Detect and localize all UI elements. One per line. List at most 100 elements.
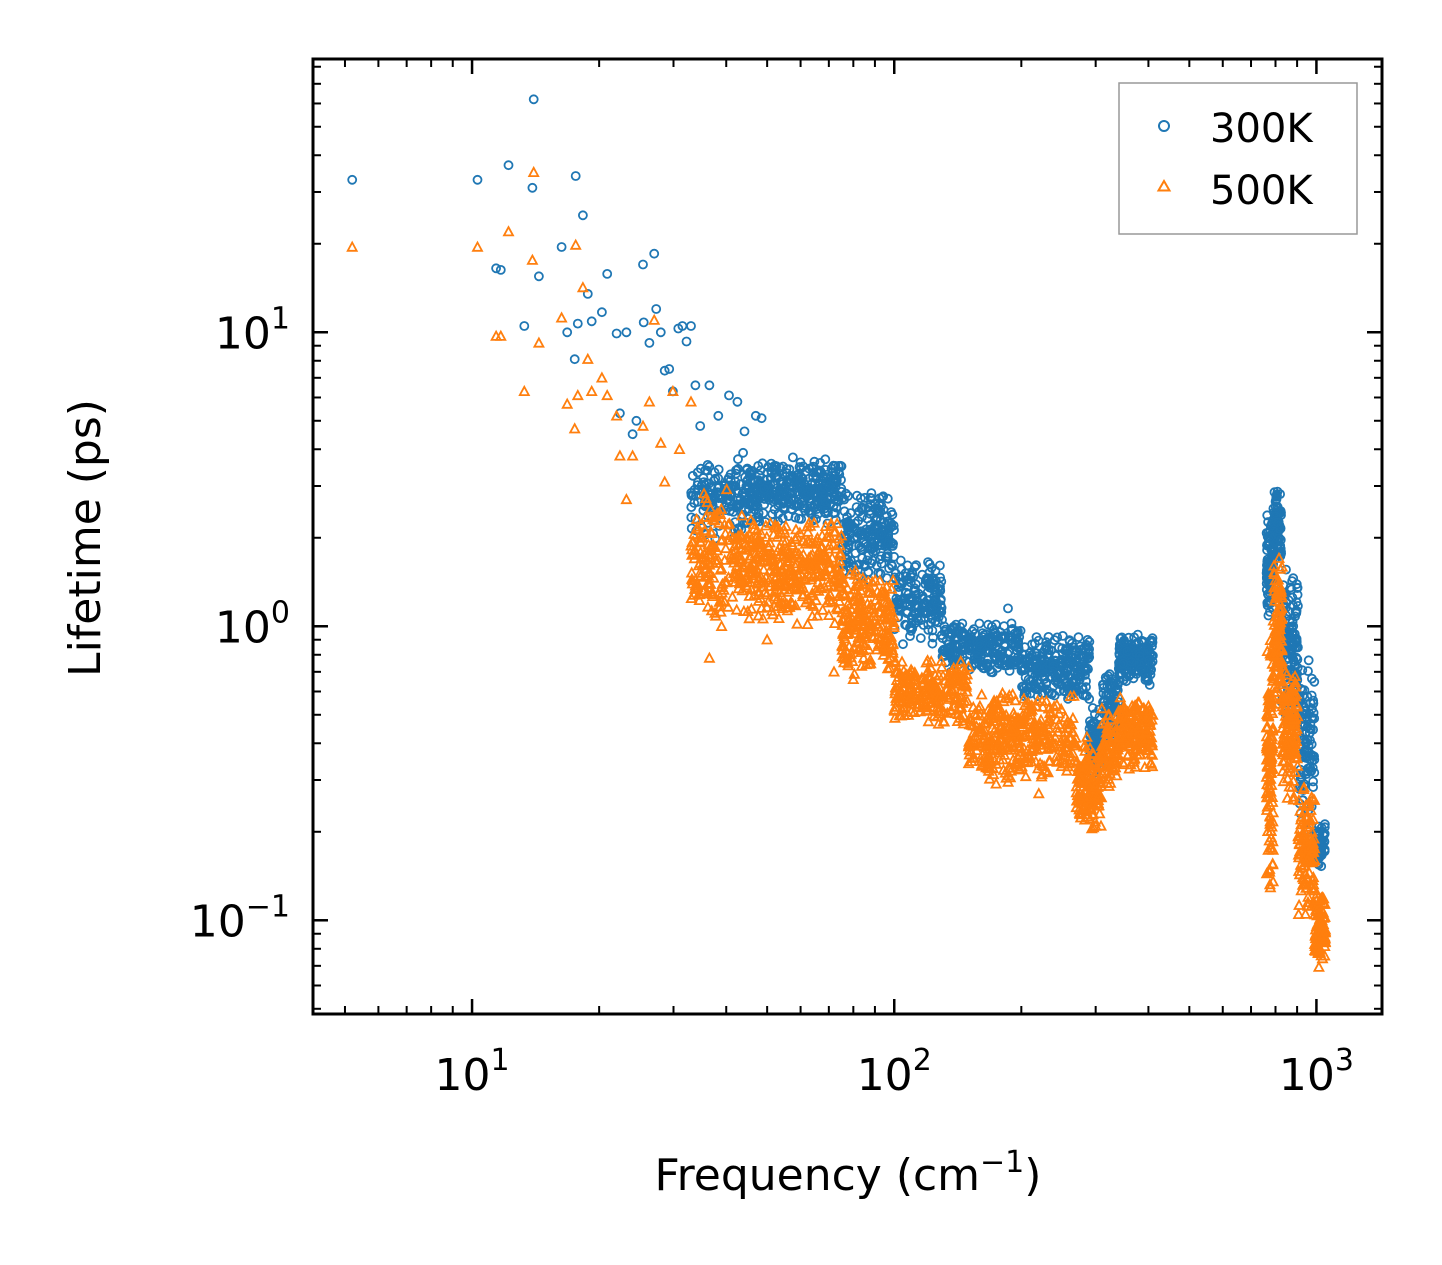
data-point-300K xyxy=(784,489,795,500)
data-point-300K xyxy=(893,582,904,592)
data-point-300K xyxy=(1049,690,1060,701)
data-point-300K xyxy=(805,484,816,495)
plot-area xyxy=(346,94,1332,972)
data-point-300K xyxy=(1039,674,1050,684)
data-point-300K xyxy=(839,506,850,517)
data-point-300K xyxy=(830,508,840,518)
data-point-300K xyxy=(927,638,938,649)
data-point-300K xyxy=(906,613,917,623)
data-point-300K xyxy=(937,633,948,644)
data-point-300K xyxy=(794,462,805,472)
data-point-300K xyxy=(1064,679,1075,690)
data-point-300K xyxy=(865,505,875,516)
series-300K xyxy=(347,94,1330,872)
data-point-300K xyxy=(820,464,831,475)
data-point-300K xyxy=(983,653,994,664)
data-point-300K xyxy=(903,574,913,585)
data-point-300K xyxy=(983,619,994,630)
data-point-300K xyxy=(693,477,703,488)
data-point-300K xyxy=(1048,666,1059,677)
data-point-300K xyxy=(994,655,1005,666)
data-point-300K xyxy=(880,537,891,548)
data-point-300K xyxy=(687,470,698,481)
data-point-300K xyxy=(909,583,920,594)
data-point-300K xyxy=(1027,639,1037,650)
data-point-300K xyxy=(924,559,935,569)
data-point-300K xyxy=(876,551,887,561)
data-point-300K xyxy=(1054,642,1064,653)
data-point-300K xyxy=(1053,667,1064,678)
data-point-300K xyxy=(1050,651,1061,661)
data-point-300K xyxy=(1115,669,1125,680)
data-point-300K xyxy=(876,529,886,540)
data-point-300K xyxy=(1084,636,1095,647)
data-point-300K xyxy=(866,558,876,569)
data-point-300K xyxy=(766,467,777,477)
data-point-300K xyxy=(979,630,989,641)
data-point-300K xyxy=(895,555,906,566)
data-point-300K xyxy=(907,623,918,634)
data-point-300K xyxy=(786,494,796,505)
data-point-300K xyxy=(1059,674,1069,685)
data-point-300K xyxy=(901,587,912,598)
data-point-300K xyxy=(1025,662,1036,673)
data-point-300K xyxy=(982,647,992,658)
data-point-300K xyxy=(1098,701,1109,711)
data-point-300K xyxy=(965,637,975,648)
x-axis-label-exponent: −1 xyxy=(980,1145,1024,1180)
data-point-300K xyxy=(725,469,736,480)
data-point-300K xyxy=(1041,637,1052,648)
data-point-300K xyxy=(944,627,955,638)
data-point-300K xyxy=(940,647,951,658)
data-point-300K xyxy=(917,569,928,580)
data-point-300K xyxy=(836,474,846,485)
data-point-300K xyxy=(707,488,718,499)
data-point-300K xyxy=(1066,653,1077,664)
data-point-300K xyxy=(1146,664,1156,675)
data-point-300K xyxy=(993,634,1004,645)
data-point-300K xyxy=(1128,673,1139,684)
data-point-300K xyxy=(1004,646,1014,657)
data-point-300K xyxy=(710,473,721,484)
data-point-300K xyxy=(1075,644,1086,655)
data-point-300K xyxy=(829,475,839,486)
data-point-300K xyxy=(1073,632,1084,643)
data-point-300K xyxy=(713,493,724,504)
y-axis-label: Lifetime (ps) xyxy=(60,399,111,677)
data-point-300K xyxy=(753,475,764,485)
data-point-300K xyxy=(820,508,831,519)
data-point-300K xyxy=(1012,637,1023,648)
data-point-300K xyxy=(809,456,820,467)
data-point-300K xyxy=(778,498,788,509)
data-point-300K xyxy=(857,545,867,555)
data-point-300K xyxy=(931,596,941,606)
data-point-300K xyxy=(906,618,917,628)
legend-label-500K: 500K xyxy=(1210,168,1314,214)
data-point-300K xyxy=(1082,635,1093,645)
data-point-300K xyxy=(1050,656,1061,667)
data-point-300K xyxy=(975,641,985,652)
data-point-300K xyxy=(795,457,806,468)
data-point-300K xyxy=(960,643,970,654)
data-point-300K xyxy=(850,534,861,544)
data-point-300K xyxy=(877,492,887,503)
data-point-300K xyxy=(1084,648,1094,659)
data-point-300K xyxy=(1085,719,1096,730)
data-point-300K xyxy=(783,511,794,521)
data-point-300K xyxy=(702,459,713,470)
data-point-300K xyxy=(902,600,912,611)
data-point-300K xyxy=(1013,642,1023,652)
data-point-300K xyxy=(902,560,913,571)
data-point-300K xyxy=(943,639,954,650)
data-point-300K xyxy=(773,489,784,500)
data-point-300K xyxy=(738,447,748,458)
data-point-300K xyxy=(915,633,926,643)
data-point-300K xyxy=(1006,618,1017,629)
data-point-300K xyxy=(909,608,919,619)
data-point-300K xyxy=(961,630,971,641)
data-point-300K xyxy=(820,454,831,465)
data-point-300K xyxy=(779,503,790,514)
data-point-300K xyxy=(865,520,876,530)
data-point-300K xyxy=(1023,674,1034,685)
